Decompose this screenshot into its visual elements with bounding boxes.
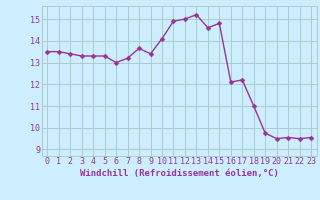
X-axis label: Windchill (Refroidissement éolien,°C): Windchill (Refroidissement éolien,°C) [80,169,279,178]
